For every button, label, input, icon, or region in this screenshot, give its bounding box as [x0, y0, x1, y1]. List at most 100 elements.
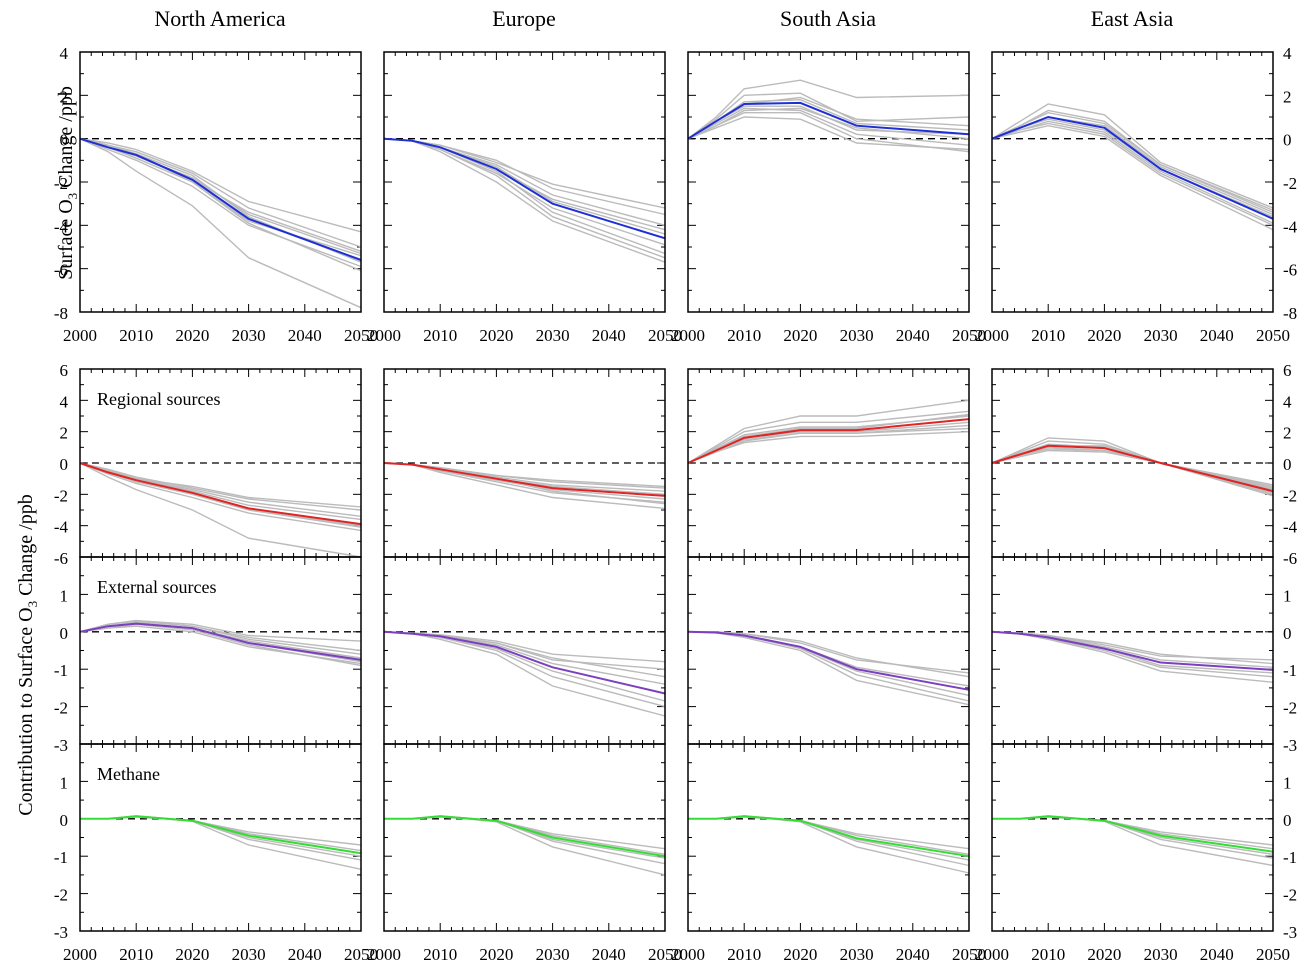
model-line-external-2-1 [687, 631, 970, 702]
y-tick-label-regional-3--6: -6 [1283, 549, 1297, 568]
y-tick-label-top-0--8: -8 [54, 304, 68, 323]
model-line-regional-2-0 [687, 399, 970, 464]
x-tick-label-methane-1-2010: 2010 [423, 945, 457, 961]
y-tick-label-external-0--1: -1 [54, 661, 68, 680]
panel-frame-external-2 [687, 556, 970, 745]
y-tick-label-external-0-0: 0 [60, 624, 69, 643]
y-tick-label-top-3--8: -8 [1283, 304, 1297, 323]
x-tick-label-top-1-2040: 2040 [592, 326, 626, 345]
model-line-methane-0-4 [80, 815, 362, 857]
mean-series-line-external-3 [991, 630, 1274, 671]
model-line-regional-0-6 [79, 462, 362, 508]
model-line-top-1-2 [383, 138, 666, 216]
y-tick-label-regional-0--2: -2 [54, 486, 68, 505]
model-line-methane-2-4 [688, 815, 970, 861]
y-tick-label-top-0-4: 4 [60, 44, 69, 63]
x-tick-label-top-3-2040: 2040 [1200, 326, 1234, 345]
row-label-regional: Regional sources [97, 389, 220, 409]
x-tick-label-methane-1-2050: 2050 [648, 945, 682, 961]
model-line-top-2-5 [687, 116, 970, 151]
model-line-methane-1-4 [384, 815, 666, 859]
model-line-methane-0-2 [80, 815, 362, 870]
x-tick-label-methane-2-2030: 2030 [840, 945, 874, 961]
y-tick-label-methane-0--1: -1 [54, 848, 68, 867]
y-tick-label-top-0--6: -6 [54, 261, 68, 280]
x-tick-label-methane-1-2020: 2020 [479, 945, 513, 961]
row-label-methane: Methane [97, 764, 160, 784]
mean-series-line-regional-0 [79, 462, 362, 526]
model-line-regional-2-1 [687, 410, 970, 464]
y-tick-label-regional-3-6: 6 [1283, 361, 1292, 380]
model-line-top-2-8 [687, 107, 970, 140]
x-tick-label-methane-2-2000: 2000 [671, 945, 705, 961]
model-line-methane-3-1 [992, 815, 1274, 859]
y-tick-label-regional-3-0: 0 [1283, 455, 1292, 474]
x-tick-label-top-3-2010: 2010 [1031, 326, 1065, 345]
x-tick-label-top-2-2050: 2050 [952, 326, 986, 345]
y-tick-label-methane-0-1: 1 [60, 773, 69, 792]
model-line-external-2-0 [688, 631, 970, 674]
x-tick-label-methane-0-2000: 2000 [63, 945, 97, 961]
panel-frame-top-3 [991, 51, 1274, 313]
panel-frame-methane-2 [687, 743, 970, 932]
model-line-top-2-0 [687, 79, 970, 140]
panel-frame-top-2 [687, 51, 970, 313]
x-tick-label-top-1-2010: 2010 [423, 326, 457, 345]
mean-series-line-top-3 [991, 115, 1274, 220]
model-line-methane-0-1 [80, 815, 362, 861]
model-line-methane-1-2 [384, 815, 666, 876]
y-tick-label-top-3--6: -6 [1283, 261, 1297, 280]
x-tick-label-top-1-2050: 2050 [648, 326, 682, 345]
y-tick-label-methane-0-0: 0 [60, 811, 69, 830]
y-tick-label-top-3-0: 0 [1283, 131, 1292, 150]
x-tick-label-top-0-2030: 2030 [232, 326, 266, 345]
x-tick-label-top-2-2010: 2010 [727, 326, 761, 345]
y-tick-label-methane-3--2: -2 [1283, 886, 1297, 905]
x-tick-label-top-2-2000: 2000 [671, 326, 705, 345]
x-tick-label-methane-3-2010: 2010 [1031, 945, 1065, 961]
x-tick-label-top-2-2030: 2030 [840, 326, 874, 345]
model-line-top-1-6 [383, 138, 666, 209]
mean-series-line-external-0 [79, 622, 362, 661]
x-tick-label-top-0-2000: 2000 [63, 326, 97, 345]
mean-series-line-methane-2 [688, 815, 970, 858]
y-tick-label-external-0-1: 1 [60, 586, 69, 605]
x-tick-label-top-2-2040: 2040 [896, 326, 930, 345]
model-line-top-3-7 [991, 118, 1274, 218]
y-tick-label-regional-3-2: 2 [1283, 424, 1292, 443]
model-line-top-1-7 [383, 138, 666, 259]
y-tick-label-methane-0--3: -3 [54, 923, 68, 942]
y-tick-label-top-0-0: 0 [60, 131, 69, 150]
model-line-methane-1-0 [384, 816, 666, 850]
x-tick-label-methane-0-2050: 2050 [344, 945, 378, 961]
x-tick-label-methane-3-2030: 2030 [1144, 945, 1178, 961]
y-tick-label-external-3-0: 0 [1283, 624, 1292, 643]
y-tick-label-regional-0-4: 4 [60, 392, 69, 411]
model-line-top-1-3 [383, 138, 666, 263]
y-tick-label-methane-0--2: -2 [54, 886, 68, 905]
y-tick-label-external-3--2: -2 [1283, 699, 1297, 718]
y-tick-label-regional-0-2: 2 [60, 424, 69, 443]
x-tick-label-top-0-2050: 2050 [344, 326, 378, 345]
model-line-top-3-3 [991, 124, 1274, 231]
panel-frame-methane-3 [991, 743, 1274, 932]
x-tick-label-top-3-2030: 2030 [1144, 326, 1178, 345]
mean-series-line-regional-1 [383, 462, 666, 497]
mean-series-line-regional-3 [991, 444, 1274, 493]
model-line-top-3-6 [991, 122, 1274, 226]
y-tick-label-top-3-4: 4 [1283, 44, 1292, 63]
y-tick-label-top-3--2: -2 [1283, 174, 1297, 193]
x-tick-label-methane-2-2040: 2040 [896, 945, 930, 961]
x-tick-label-methane-2-2010: 2010 [727, 945, 761, 961]
model-line-top-3-5 [991, 109, 1274, 211]
column-title-europe: Europe [492, 6, 556, 31]
model-line-external-0-1 [79, 621, 362, 663]
model-line-external-1-2 [383, 631, 666, 717]
y-tick-label-regional-0-6: 6 [60, 361, 69, 380]
y-tick-label-top-3-2: 2 [1283, 87, 1292, 106]
model-line-methane-2-0 [688, 816, 970, 850]
model-line-regional-0-2 [79, 462, 362, 558]
panel-frame-top-0 [79, 51, 362, 313]
x-tick-label-top-3-2050: 2050 [1256, 326, 1290, 345]
model-line-external-0-6 [79, 620, 362, 652]
